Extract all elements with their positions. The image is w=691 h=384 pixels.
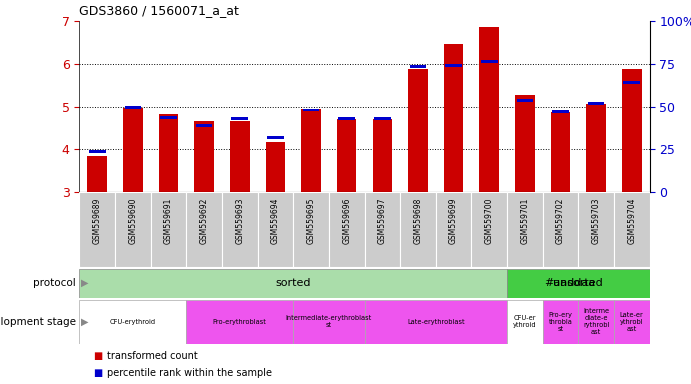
Bar: [444, 44, 464, 192]
Text: GSM559697: GSM559697: [378, 197, 387, 244]
Text: ▶: ▶: [81, 316, 88, 327]
Bar: [614, 300, 650, 344]
Bar: [303, 109, 319, 111]
Bar: [507, 269, 650, 298]
Bar: [480, 26, 499, 192]
Bar: [507, 192, 542, 267]
Text: GSM559701: GSM559701: [520, 197, 529, 243]
Bar: [400, 192, 436, 267]
Bar: [258, 192, 293, 267]
Bar: [79, 192, 115, 267]
Bar: [578, 192, 614, 267]
Text: Intermediate-erythroblast
st: Intermediate-erythroblast st: [286, 315, 372, 328]
Bar: [115, 192, 151, 267]
Bar: [88, 156, 107, 192]
Text: ▶: ▶: [81, 278, 88, 288]
Bar: [445, 64, 462, 66]
Bar: [79, 300, 187, 344]
Text: transformed count: transformed count: [107, 351, 198, 361]
Bar: [187, 192, 222, 267]
Bar: [507, 300, 542, 344]
Bar: [151, 192, 187, 267]
Bar: [231, 117, 248, 120]
Bar: [124, 106, 141, 109]
Bar: [516, 99, 533, 101]
Bar: [230, 121, 249, 192]
Text: protocol: protocol: [33, 278, 76, 288]
Bar: [301, 109, 321, 192]
Bar: [586, 104, 606, 192]
Bar: [196, 124, 213, 127]
Bar: [515, 94, 535, 192]
Bar: [339, 117, 355, 120]
Text: GSM559690: GSM559690: [129, 197, 138, 244]
Text: CFU-erythroid: CFU-erythroid: [110, 319, 156, 324]
Bar: [89, 150, 106, 153]
Text: ■: ■: [93, 368, 102, 378]
Bar: [337, 119, 357, 192]
Text: Pro-erythroblast: Pro-erythroblast: [213, 319, 267, 324]
Text: GSM559694: GSM559694: [271, 197, 280, 244]
Text: GSM559700: GSM559700: [484, 197, 493, 244]
Text: ■: ■: [93, 351, 102, 361]
Bar: [552, 110, 569, 113]
Bar: [265, 142, 285, 192]
Bar: [222, 192, 258, 267]
Bar: [622, 69, 641, 192]
Bar: [123, 108, 143, 192]
Text: GSM559691: GSM559691: [164, 197, 173, 243]
Text: GSM559704: GSM559704: [627, 197, 636, 244]
Bar: [187, 300, 293, 344]
Text: GSM559698: GSM559698: [413, 197, 422, 243]
Bar: [436, 192, 471, 267]
Bar: [551, 112, 570, 192]
Text: GSM559702: GSM559702: [556, 197, 565, 243]
Text: GSM559699: GSM559699: [449, 197, 458, 244]
Text: unsorted: unsorted: [553, 278, 603, 288]
Bar: [588, 102, 605, 104]
Text: GSM559695: GSM559695: [307, 197, 316, 244]
Text: percentile rank within the sample: percentile rank within the sample: [107, 368, 272, 378]
Bar: [194, 121, 214, 192]
Text: #aaddaa: #aaddaa: [544, 278, 595, 288]
Bar: [542, 300, 578, 344]
Bar: [481, 60, 498, 63]
Text: Late-er
ythrobl
ast: Late-er ythrobl ast: [620, 311, 643, 332]
Text: GSM559703: GSM559703: [591, 197, 600, 244]
Bar: [293, 300, 364, 344]
Bar: [471, 192, 507, 267]
Text: GSM559693: GSM559693: [236, 197, 245, 244]
Text: Pro-ery
throbla
st: Pro-ery throbla st: [549, 311, 572, 332]
Text: sorted: sorted: [276, 278, 311, 288]
Bar: [364, 300, 507, 344]
Bar: [410, 65, 426, 68]
Bar: [159, 114, 178, 192]
Bar: [267, 136, 284, 139]
Bar: [364, 192, 400, 267]
Bar: [329, 192, 365, 267]
Bar: [372, 119, 392, 192]
Bar: [623, 81, 640, 84]
Text: GSM559696: GSM559696: [342, 197, 351, 244]
Text: Late-erythroblast: Late-erythroblast: [407, 319, 464, 324]
Bar: [408, 69, 428, 192]
Text: CFU-er
ythroid: CFU-er ythroid: [513, 315, 537, 328]
Text: Interme
diate-e
rythrobl
ast: Interme diate-e rythrobl ast: [583, 308, 609, 335]
Bar: [374, 117, 390, 120]
Text: development stage: development stage: [0, 316, 76, 327]
Bar: [293, 192, 329, 267]
Text: GSM559692: GSM559692: [200, 197, 209, 243]
Text: GSM559689: GSM559689: [93, 197, 102, 243]
Bar: [578, 300, 614, 344]
Bar: [160, 116, 177, 119]
Bar: [542, 192, 578, 267]
Text: GDS3860 / 1560071_a_at: GDS3860 / 1560071_a_at: [79, 4, 239, 17]
Bar: [79, 269, 507, 298]
Bar: [614, 192, 650, 267]
